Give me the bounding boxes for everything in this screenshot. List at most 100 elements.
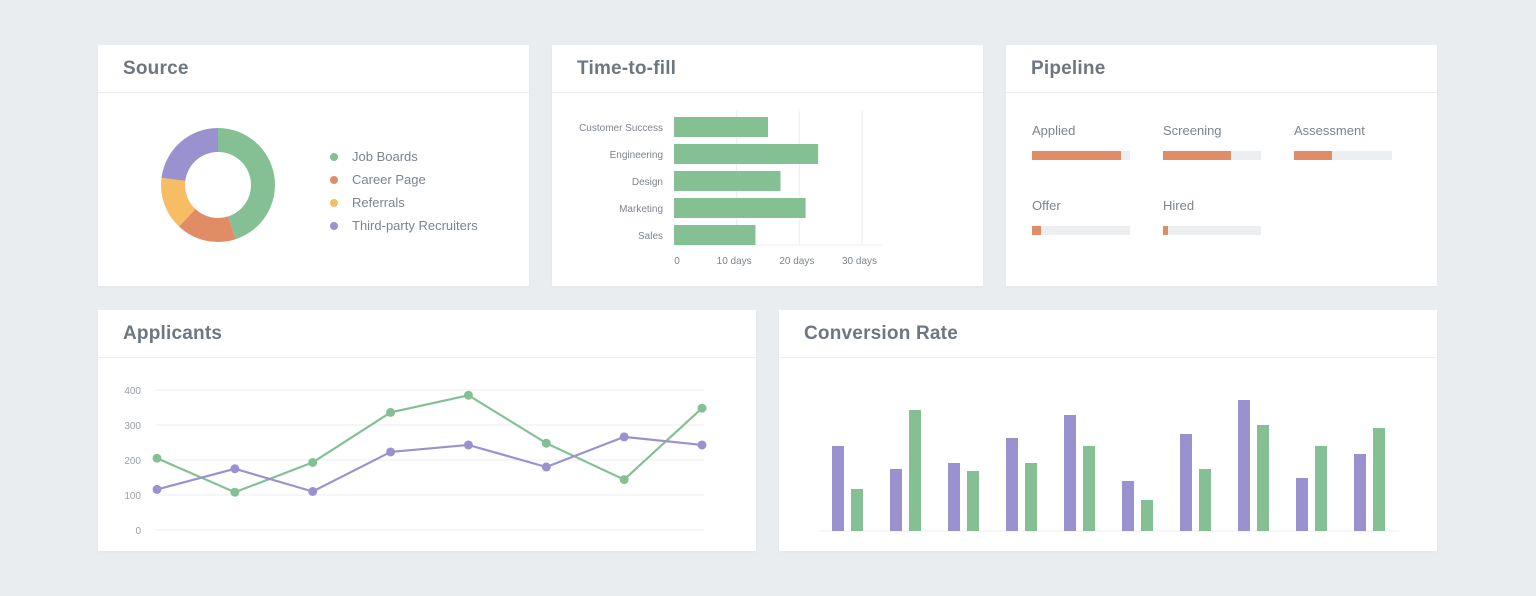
applicants-point — [463, 390, 473, 400]
pipeline-stage: Screening — [1163, 123, 1261, 160]
ttf-bar — [674, 144, 819, 164]
time-to-fill-card-header: Time-to-fill — [552, 45, 983, 93]
legend-dot-icon — [330, 175, 338, 184]
legend-dot-icon — [330, 198, 338, 207]
pipeline-title: Pipeline — [1031, 57, 1106, 79]
applicants-point — [619, 432, 629, 442]
ttf-category-label: Marketing — [619, 204, 663, 215]
applicants-point — [308, 487, 318, 496]
pipeline-progress-fill — [1163, 226, 1168, 235]
pipeline-stage-label: Screening — [1163, 123, 1222, 138]
applicants-point — [541, 438, 551, 448]
ttf-x-tick-label: 10 days — [717, 256, 752, 267]
applicants-y-tick-label: 300 — [124, 421, 141, 432]
pipeline-stage-label: Assessment — [1294, 123, 1365, 138]
ttf-x-tick-label: 0 — [674, 256, 680, 267]
conversion-bar — [967, 471, 979, 531]
source-title: Source — [123, 57, 189, 79]
ttf-category-label: Sales — [638, 231, 663, 242]
source-donut-chart — [161, 128, 275, 242]
applicants-point — [152, 484, 162, 494]
applicants-point — [230, 464, 240, 474]
conversion-bar — [1064, 415, 1076, 531]
conversion-bar — [890, 469, 902, 531]
pipeline-progress-fill — [1163, 151, 1231, 160]
applicants-y-tick-label: 100 — [124, 491, 141, 502]
legend-label: Career Page — [352, 172, 426, 187]
conversion-bar — [1025, 463, 1037, 531]
conversion-bar — [948, 463, 960, 531]
pipeline-progress-fill — [1032, 226, 1041, 235]
ttf-x-tick-label: 30 days — [842, 256, 877, 267]
conversion-bar-chart — [819, 400, 1399, 532]
pipeline-stage: Assessment — [1294, 123, 1392, 160]
time-to-fill-chart: Customer Success Engineering Design Marketi… — [579, 111, 882, 267]
applicants-point — [230, 487, 240, 497]
pipeline-progress-track — [1294, 151, 1392, 160]
ttf-bar — [674, 225, 756, 245]
pipeline-stage: Hired — [1163, 198, 1261, 235]
legend-dot-icon — [330, 221, 338, 230]
ttf-bar — [674, 198, 806, 218]
legend-label: Referrals — [352, 195, 405, 210]
applicants-point — [697, 440, 707, 450]
applicants-point — [386, 447, 396, 457]
time-to-fill-card: Time-to-fill Customer Success Engineering… — [552, 45, 983, 286]
conversion-bar — [1354, 454, 1366, 531]
donut-slice-1 — [218, 128, 275, 240]
conversion-bar — [832, 446, 844, 531]
donut-slice-4 — [161, 128, 218, 181]
pipeline-progress-track — [1163, 151, 1261, 160]
donut-slice-2 — [178, 209, 236, 242]
applicants-point — [386, 407, 396, 417]
conversion-bar — [1006, 438, 1018, 531]
applicants-point — [697, 403, 707, 413]
pipeline-stage-label: Applied — [1032, 123, 1076, 138]
pipeline-stage: Applied — [1032, 123, 1130, 160]
source-legend: Job Boards Career Page Referrals Third-part… — [330, 145, 478, 237]
conversion-bar — [1315, 446, 1327, 531]
pipeline-stage: Offer — [1032, 198, 1130, 235]
legend-item: Career Page — [330, 168, 478, 191]
applicants-point — [152, 453, 162, 463]
ttf-category-label: Design — [632, 177, 663, 188]
legend-item: Job Boards — [330, 145, 478, 168]
applicants-y-tick-label: 400 — [124, 386, 141, 397]
conversion-card-header: Conversion Rate — [779, 310, 1437, 358]
source-card: Source Job Boards Career Page Referrals Thi… — [98, 45, 529, 286]
applicants-y-tick-label: 200 — [124, 456, 141, 467]
ttf-bar — [674, 117, 768, 137]
conversion-bar — [1083, 446, 1095, 531]
pipeline-card: Pipeline Applied Screening Assessment Offer… — [1006, 45, 1437, 286]
ttf-category-label: Customer Success — [579, 123, 663, 134]
source-card-header: Source — [98, 45, 529, 93]
conversion-bar — [909, 410, 921, 531]
conversion-bar — [1180, 434, 1192, 531]
applicants-point — [308, 457, 318, 467]
legend-label: Third-party Recruiters — [352, 218, 478, 233]
applicants-y-tick-label: 0 — [135, 526, 141, 537]
ttf-category-label: Engineering — [610, 150, 663, 161]
legend-item: Referrals — [330, 191, 478, 214]
conversion-bar — [1373, 428, 1385, 531]
pipeline-progress-track — [1032, 226, 1130, 235]
ttf-x-tick-label: 20 days — [779, 256, 814, 267]
conversion-bar — [1296, 478, 1308, 531]
conversion-title: Conversion Rate — [804, 322, 958, 344]
legend-item: Third-party Recruiters — [330, 214, 478, 237]
conversion-bar — [851, 489, 863, 531]
conversion-bar — [1141, 500, 1153, 531]
pipeline-stage-label: Offer — [1032, 198, 1061, 213]
applicants-series-line-2 — [156, 435, 703, 493]
time-to-fill-title: Time-to-fill — [577, 57, 677, 79]
applicants-point — [463, 440, 473, 450]
pipeline-progress-fill — [1032, 151, 1122, 160]
legend-dot-icon — [330, 152, 338, 161]
conversion-card: Conversion Rate — [779, 310, 1437, 551]
ttf-bar — [674, 171, 781, 191]
conversion-bar — [1122, 481, 1134, 531]
applicants-point — [541, 462, 551, 472]
applicants-title: Applicants — [123, 322, 223, 344]
pipeline-card-header: Pipeline — [1006, 45, 1437, 93]
applicants-card: Applicants 0 100 200 300 400 — [98, 310, 756, 551]
